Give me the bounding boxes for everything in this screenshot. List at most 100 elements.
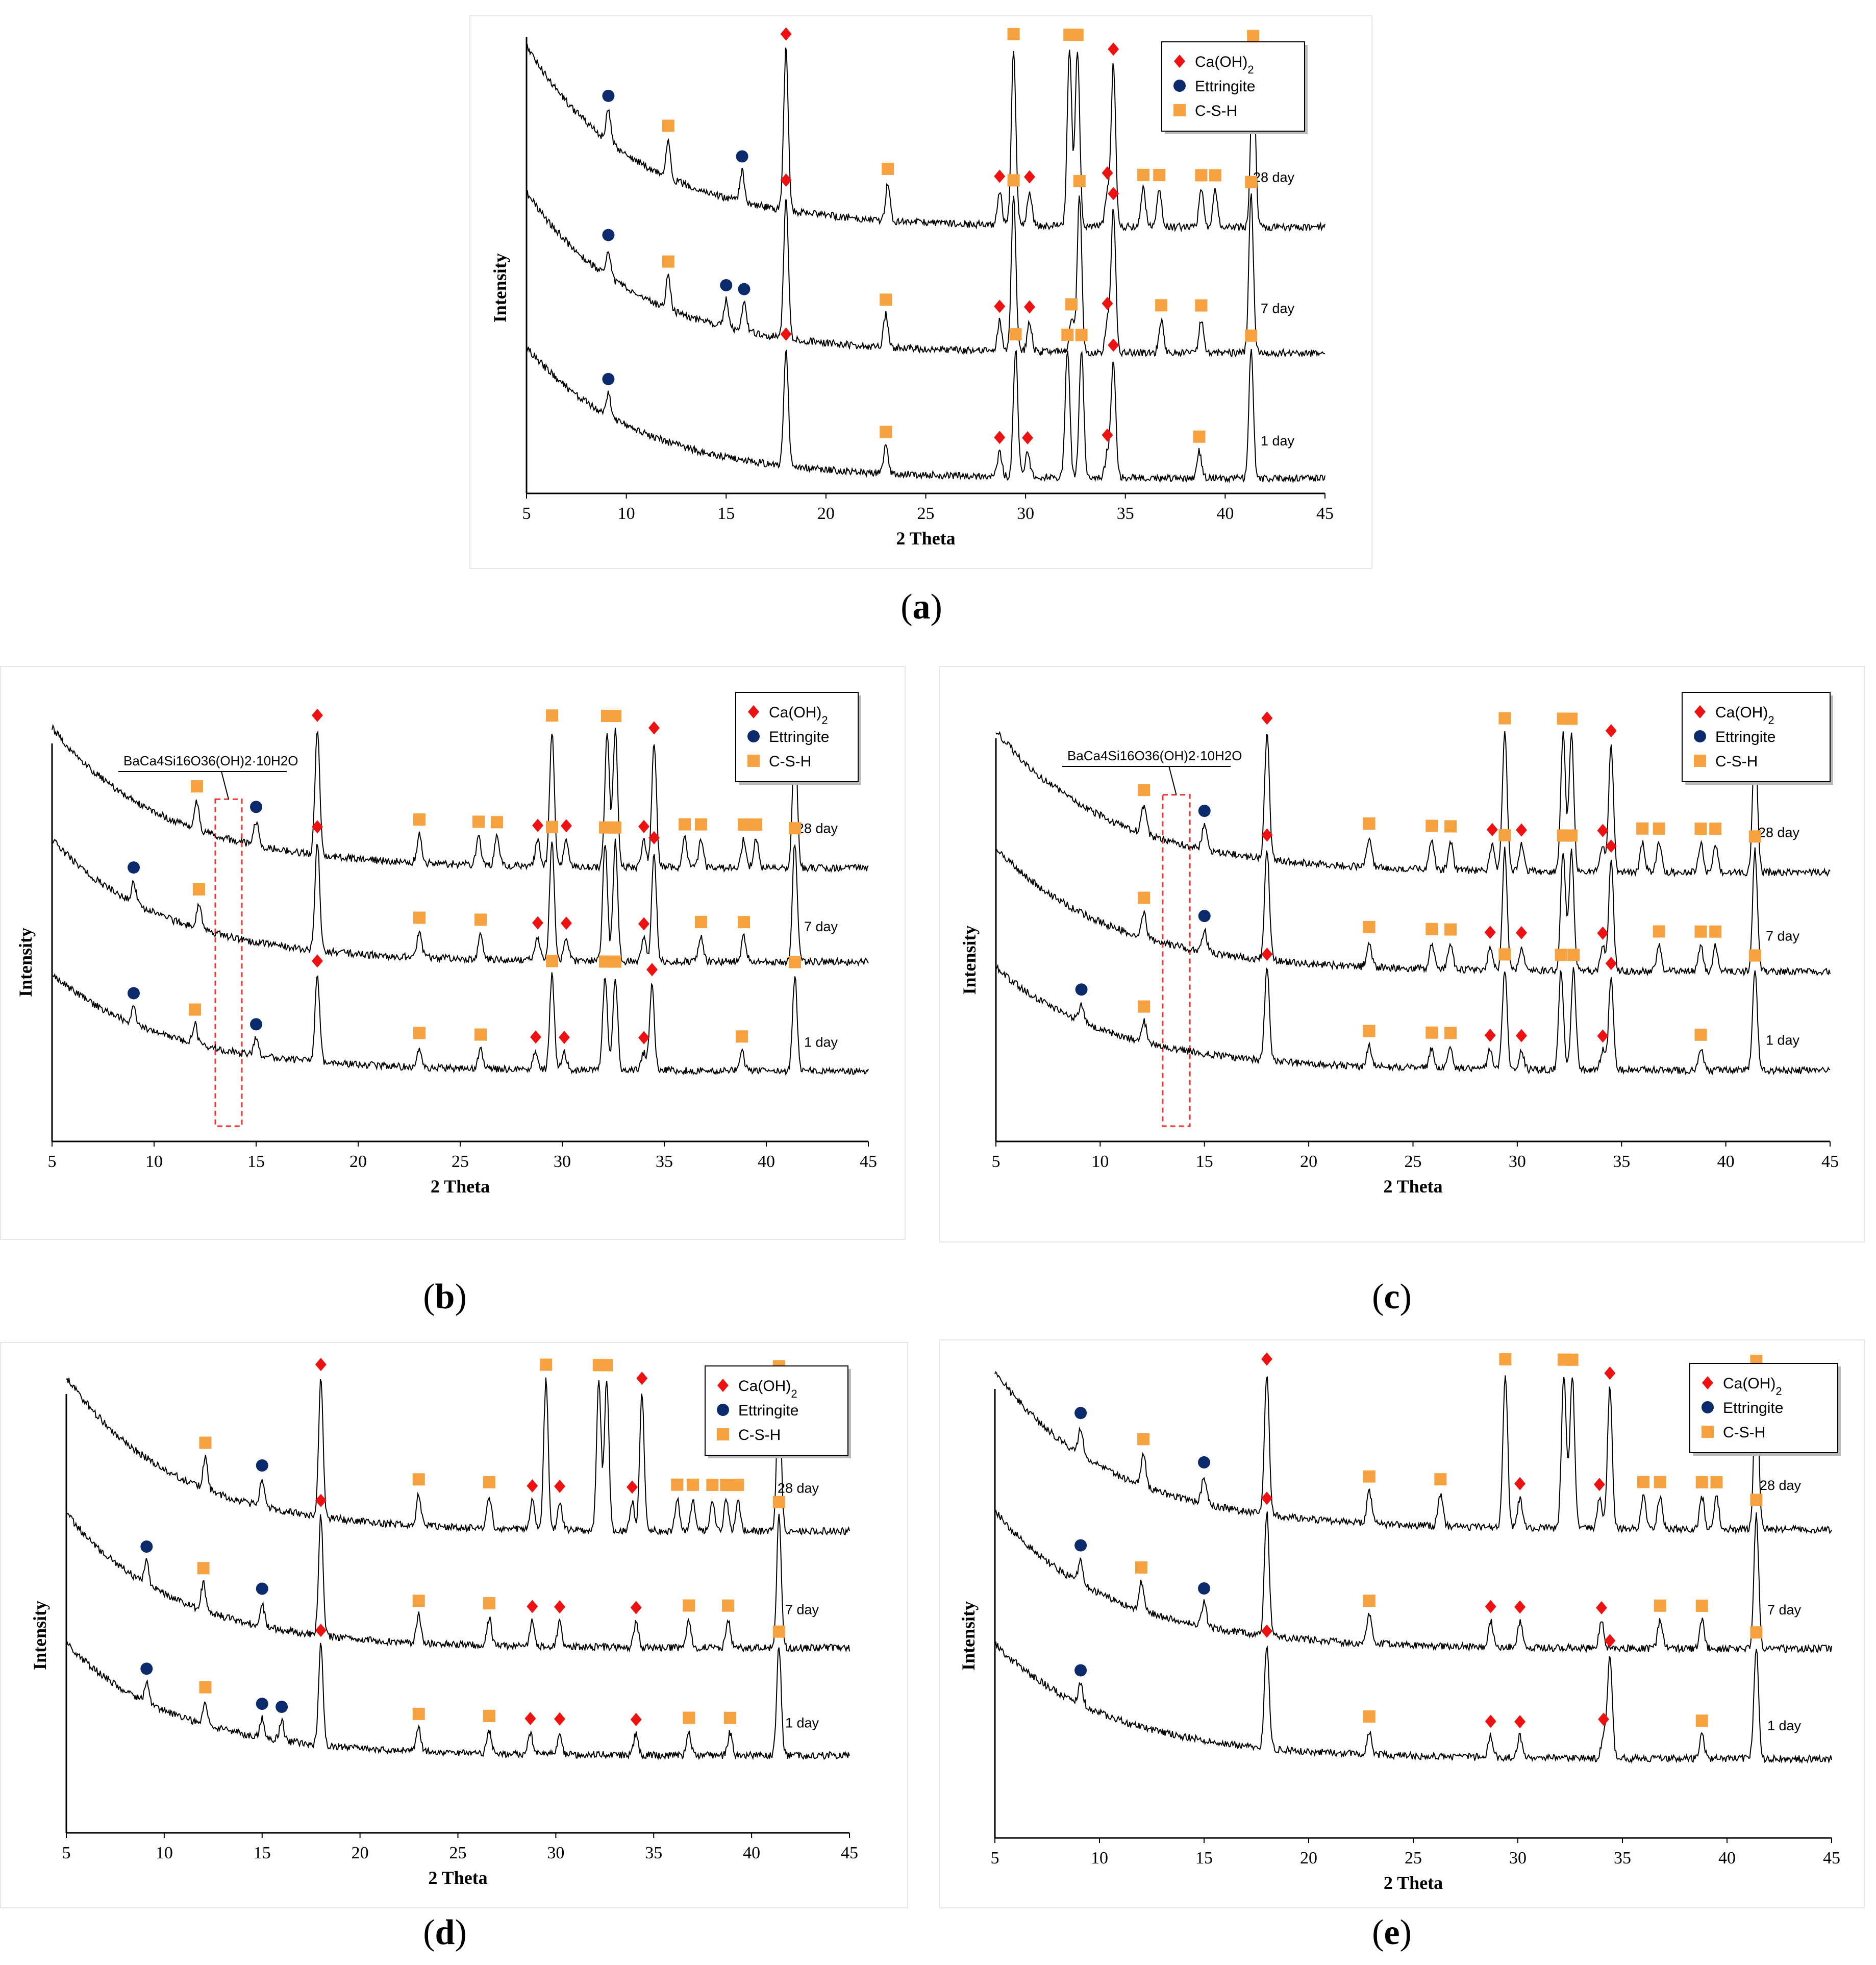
- legend-box: [1689, 1363, 1838, 1453]
- peak-marker-ettringite: [256, 1698, 268, 1710]
- peak-marker-csh: [1065, 298, 1078, 311]
- series-line: [995, 964, 1831, 1076]
- peak-marker-caoh2: [312, 820, 323, 834]
- peak-marker-csh: [720, 1479, 733, 1491]
- peak-marker-csh: [412, 1707, 425, 1720]
- peak-marker-csh: [683, 1711, 695, 1724]
- peak-marker-csh: [413, 1027, 426, 1039]
- peak-marker-ettringite: [128, 861, 140, 874]
- legend-label: Ettringite: [1715, 729, 1775, 745]
- peak-marker-caoh2: [561, 819, 572, 833]
- annotation-box: [214, 798, 243, 1127]
- legend-label: C-S-H: [1723, 1424, 1765, 1441]
- x-tick-label: 15: [247, 1152, 265, 1171]
- x-tick-label: 20: [1300, 1152, 1317, 1171]
- peak-marker-csh: [601, 1359, 613, 1372]
- caption-e: (e): [1372, 1913, 1412, 1952]
- peak-marker-csh: [1425, 1026, 1438, 1039]
- peak-marker-caoh2: [1514, 1715, 1526, 1729]
- x-tick-label: 15: [1195, 1849, 1213, 1868]
- peak-marker-caoh2: [312, 708, 323, 722]
- peak-marker-caoh2: [1023, 300, 1035, 314]
- x-tick-label: 45: [1823, 1849, 1840, 1868]
- peak-marker-csh: [1566, 1353, 1579, 1366]
- series-label: 28 day: [778, 1481, 819, 1496]
- series-line: [66, 1640, 850, 1760]
- peak-marker-caoh2: [994, 169, 1006, 183]
- peak-marker-caoh2: [630, 1712, 642, 1726]
- series-label: 7 day: [1766, 929, 1800, 944]
- legend-marker-caoh2: [1174, 55, 1185, 68]
- peak-marker-caoh2: [636, 1372, 648, 1385]
- peak-marker-csh: [1247, 30, 1260, 42]
- peak-marker-csh: [1071, 29, 1084, 41]
- peak-marker-caoh2: [530, 1030, 541, 1044]
- peak-marker-csh: [1498, 712, 1511, 725]
- legend-marker-csh: [1702, 1426, 1714, 1438]
- peak-marker-caoh2: [1108, 338, 1119, 352]
- peak-marker-csh: [474, 913, 487, 926]
- peak-marker-csh: [193, 883, 205, 896]
- caption-a: (a): [901, 587, 942, 627]
- peak-marker-caoh2: [1605, 957, 1617, 971]
- peak-marker-csh: [695, 818, 707, 831]
- peak-marker-caoh2: [630, 1601, 642, 1614]
- legend-label: C-S-H: [1715, 753, 1758, 770]
- peak-marker-csh: [483, 1476, 495, 1488]
- peak-marker-caoh2: [1486, 823, 1498, 836]
- peak-marker-csh: [197, 1562, 210, 1575]
- peak-marker-ettringite: [720, 279, 733, 291]
- x-tick-label: 35: [1613, 1152, 1630, 1171]
- peak-marker-caoh2: [1516, 926, 1528, 939]
- series-label: 1 day: [785, 1715, 819, 1731]
- series-label: 28 day: [1760, 1478, 1802, 1493]
- peak-marker-csh: [609, 955, 621, 968]
- peak-marker-caoh2: [1108, 187, 1119, 201]
- x-tick-label: 40: [743, 1844, 760, 1862]
- peak-marker-csh: [1007, 174, 1020, 187]
- x-tick-label: 15: [717, 504, 735, 523]
- peak-marker-csh: [1425, 819, 1438, 832]
- series-label: 7 day: [785, 1602, 819, 1618]
- peak-marker-csh: [1209, 169, 1221, 182]
- legend-label: Ettringite: [769, 729, 829, 745]
- peak-marker-caoh2: [1102, 428, 1113, 442]
- series-label: 1 day: [1767, 1718, 1802, 1733]
- peak-marker-csh: [1363, 921, 1375, 933]
- peak-marker-caoh2: [1597, 824, 1609, 837]
- x-tick-label: 30: [1509, 1152, 1526, 1171]
- legend-marker-csh: [747, 755, 760, 767]
- panel-e: 5 10 15 20 25 30 35 40 45 2 Theta Intensity 28 day 7…: [939, 1339, 1865, 1908]
- peak-marker-csh: [683, 1599, 695, 1612]
- x-tick-label: 35: [656, 1152, 673, 1171]
- peak-marker-ettringite: [1075, 983, 1088, 996]
- peak-marker-csh: [1695, 1476, 1708, 1488]
- legend-marker-ettringite: [1702, 1401, 1714, 1413]
- y-axis-title: Intensity: [958, 1601, 979, 1671]
- x-axis-title: 2 Theta: [896, 528, 955, 549]
- peak-marker-caoh2: [648, 721, 660, 735]
- peak-marker-csh: [1555, 949, 1567, 961]
- series-line: [52, 972, 869, 1076]
- peak-marker-csh: [1694, 1028, 1707, 1041]
- peak-marker-caoh2: [527, 1479, 538, 1493]
- peak-marker-csh: [789, 822, 801, 835]
- x-tick-label: 45: [1821, 1152, 1839, 1171]
- peak-marker-csh: [491, 816, 503, 829]
- peak-marker-csh: [483, 1597, 495, 1610]
- peak-marker-csh: [412, 1595, 425, 1607]
- x-tick-label: 40: [1718, 1849, 1736, 1868]
- xrd-chart-d: 5 10 15 20 25 30 35 40 45 2 Theta Intensity 28 day 7…: [30, 1358, 858, 1888]
- peak-marker-csh: [1137, 1433, 1150, 1446]
- peak-marker-caoh2: [638, 1031, 649, 1044]
- annotation-pointer: [1168, 766, 1177, 795]
- x-tick-label: 35: [1117, 504, 1134, 523]
- x-tick-label: 30: [1017, 504, 1034, 523]
- peak-marker-caoh2: [1593, 1478, 1605, 1491]
- peak-marker-csh: [540, 1358, 553, 1371]
- x-tick-label: 5: [62, 1844, 71, 1862]
- peak-marker-csh: [1636, 822, 1649, 835]
- x-tick-label: 10: [145, 1152, 163, 1171]
- peak-marker-caoh2: [524, 1712, 536, 1726]
- peak-marker-caoh2: [780, 327, 792, 341]
